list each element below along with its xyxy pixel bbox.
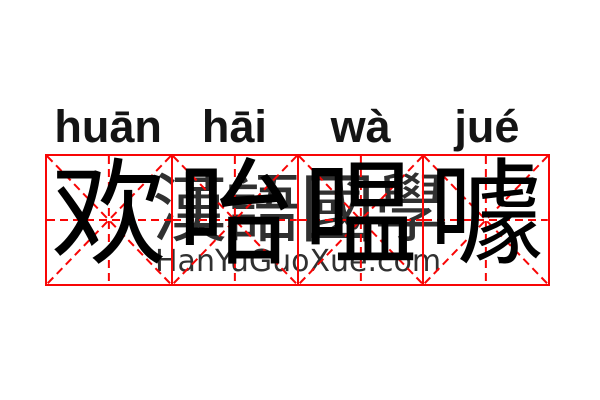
grid-cell-2: 咍 <box>173 156 299 284</box>
mizige-guides-icon <box>47 156 171 284</box>
grid-cell-3: 嗢 <box>299 156 425 284</box>
pinyin-syllable-2: hāi <box>201 101 267 152</box>
hanzi-character-4: 噱 <box>428 147 544 282</box>
grid-cell-1: 欢 <box>47 156 173 284</box>
pinyin-syllable-4: jué <box>454 101 520 152</box>
hanzi-character-2: 咍 <box>177 147 293 282</box>
hanzi-character-1: 欢 <box>51 147 167 282</box>
watermark-cjk-text: 漢語國學 <box>152 165 449 253</box>
pinyin-syllable-1: huān <box>54 101 162 152</box>
mizige-grid: 欢 咍 嗢 <box>45 154 550 286</box>
mizige-guides-icon <box>424 156 548 284</box>
mizige-guides-icon <box>299 156 423 284</box>
pinyin-syllable-3: wà <box>330 101 391 152</box>
hanzi-character-3: 嗢 <box>302 147 418 282</box>
pinyin-row: huān hāi wà jué <box>45 104 550 149</box>
grid-cell-4: 噱 <box>424 156 548 284</box>
mizige-guides-icon <box>173 156 297 284</box>
